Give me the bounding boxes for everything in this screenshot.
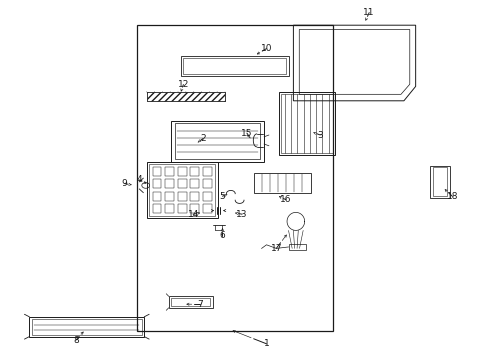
Bar	[146, 162, 217, 218]
Bar	[254, 173, 310, 193]
Text: 18: 18	[446, 192, 457, 201]
Bar	[152, 192, 161, 201]
Text: 9: 9	[122, 179, 127, 188]
Bar	[278, 92, 334, 155]
Bar	[203, 204, 211, 213]
Text: 17: 17	[270, 244, 282, 253]
Bar	[171, 121, 264, 162]
Bar	[432, 167, 447, 196]
Text: 15: 15	[241, 129, 252, 138]
Bar	[288, 244, 305, 250]
Bar	[146, 92, 224, 101]
Text: 12: 12	[177, 80, 189, 89]
Bar	[29, 317, 144, 337]
Bar	[281, 94, 332, 153]
Text: 14: 14	[187, 210, 199, 219]
Bar	[152, 179, 161, 188]
Bar	[177, 204, 186, 213]
Bar	[152, 167, 161, 176]
Bar	[429, 166, 449, 198]
Bar	[177, 167, 186, 176]
Bar	[190, 167, 199, 176]
Bar	[183, 58, 285, 74]
Text: 13: 13	[236, 210, 247, 219]
Text: 8: 8	[73, 336, 79, 345]
Text: 2: 2	[200, 134, 205, 143]
Text: 7: 7	[197, 300, 203, 309]
Text: 3: 3	[317, 130, 323, 139]
Text: 4: 4	[136, 175, 142, 184]
Bar	[181, 56, 288, 76]
Bar	[149, 164, 215, 216]
Bar	[168, 296, 212, 308]
Text: 16: 16	[280, 195, 291, 204]
Bar	[190, 179, 199, 188]
Bar	[190, 192, 199, 201]
Bar	[137, 25, 332, 331]
Bar	[203, 167, 211, 176]
Bar	[203, 192, 211, 201]
Bar	[146, 92, 224, 101]
Text: 6: 6	[219, 231, 225, 240]
Text: 5: 5	[219, 192, 225, 201]
Bar	[32, 319, 142, 335]
Text: 1: 1	[263, 339, 269, 348]
Text: 10: 10	[260, 44, 272, 53]
Bar	[175, 123, 260, 159]
Bar	[165, 167, 174, 176]
Bar	[177, 179, 186, 188]
Text: 11: 11	[363, 8, 374, 17]
Bar	[171, 298, 210, 306]
Bar	[165, 204, 174, 213]
Bar	[190, 204, 199, 213]
Bar	[203, 179, 211, 188]
Bar	[165, 192, 174, 201]
Bar	[177, 192, 186, 201]
Bar	[152, 204, 161, 213]
Bar	[165, 179, 174, 188]
